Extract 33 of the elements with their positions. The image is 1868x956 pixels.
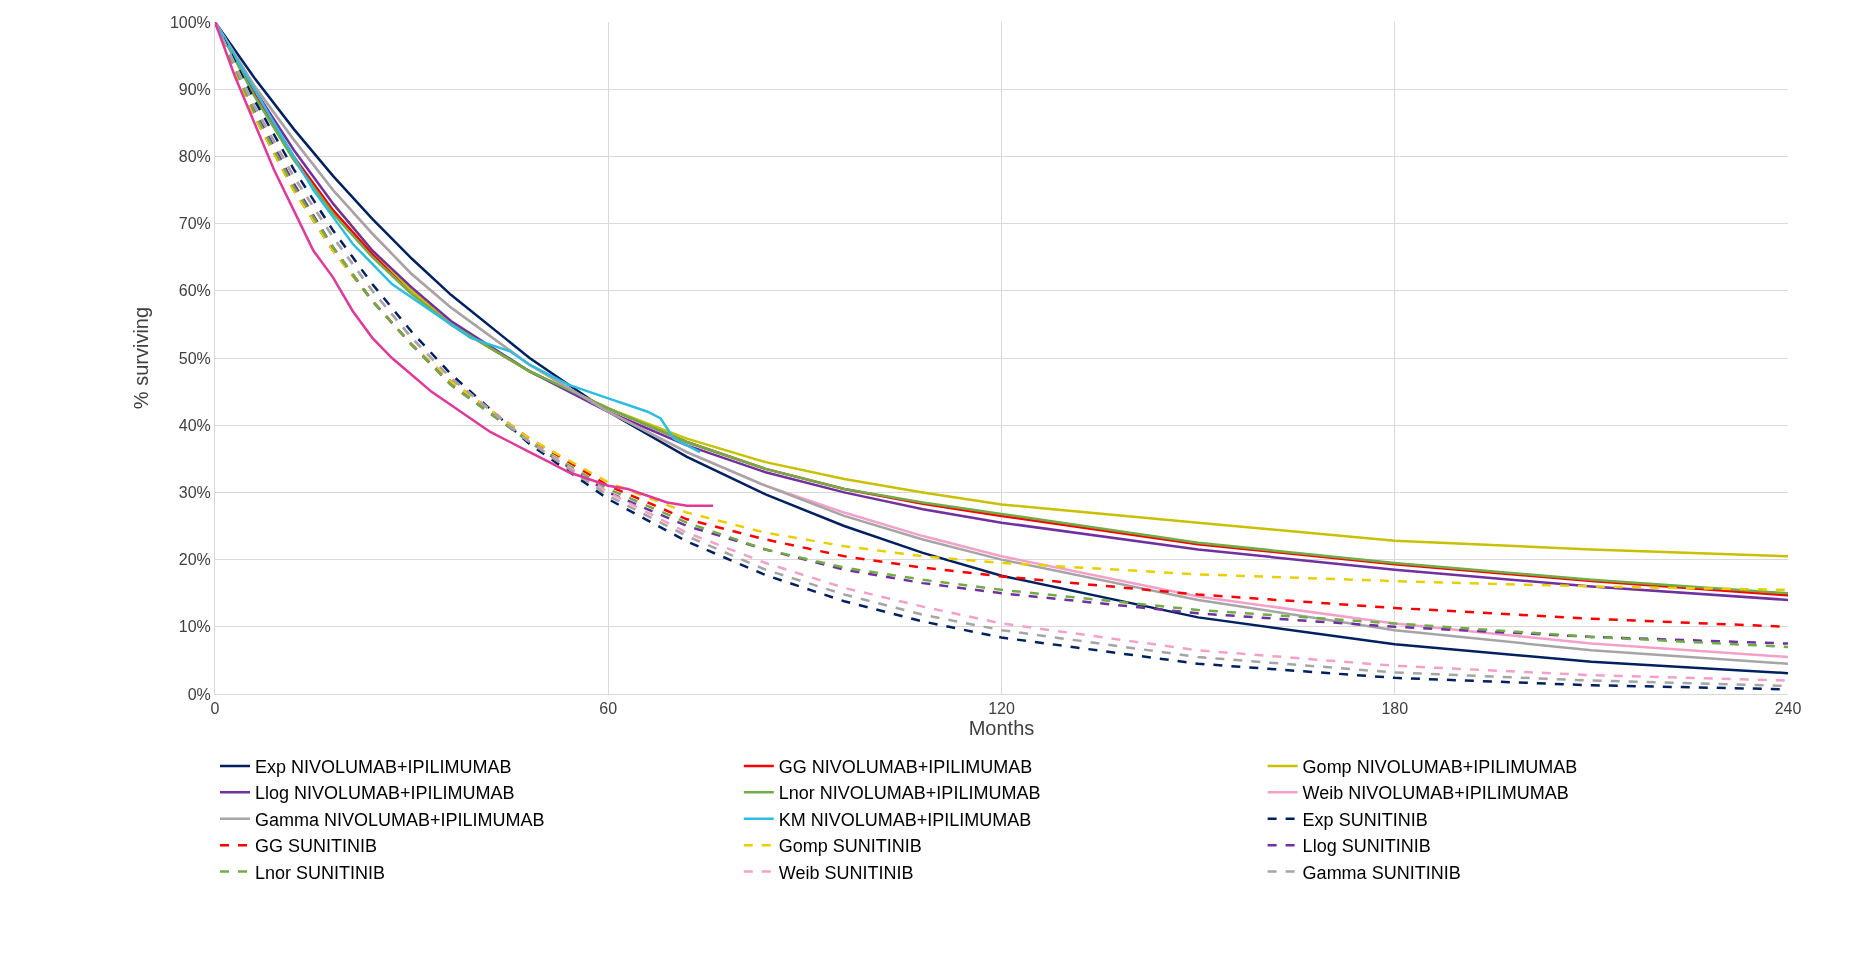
y-axis-title: % surviving bbox=[130, 306, 153, 410]
x-tick-label: 60 bbox=[599, 700, 618, 718]
y-tick-label: 100% bbox=[169, 13, 211, 31]
legend-label: KM NIVOLUMAB+IPILIMUMAB bbox=[778, 809, 1032, 830]
y-tick-label: 90% bbox=[178, 80, 211, 98]
x-tick-label: 120 bbox=[988, 700, 1015, 718]
legend-label: Lnor NIVOLUMAB+IPILIMUMAB bbox=[778, 783, 1041, 804]
y-tick-label: 30% bbox=[178, 484, 211, 501]
legend-label: Weib NIVOLUMAB+IPILIMUMAB bbox=[1302, 783, 1569, 804]
legend-label: GG SUNITINIB bbox=[255, 836, 378, 857]
legend-label: Lnor SUNITINIB bbox=[255, 862, 386, 883]
x-axis-title: Months bbox=[968, 717, 1035, 740]
legend-label: Gomp NIVOLUMAB+IPILIMUMAB bbox=[1302, 756, 1578, 777]
legend-label: Gomp SUNITINIB bbox=[778, 836, 922, 857]
legend-label: Weib SUNITINIB bbox=[778, 862, 914, 883]
legend-label: Llog SUNITINIB bbox=[1302, 836, 1431, 857]
y-tick-label: 40% bbox=[178, 416, 211, 434]
y-tick-label: 70% bbox=[178, 215, 211, 233]
y-tick-label: 10% bbox=[178, 618, 211, 636]
y-tick-label: 80% bbox=[178, 148, 211, 165]
y-tick-label: 60% bbox=[178, 282, 211, 300]
x-tick-label: 0 bbox=[210, 700, 220, 718]
y-tick-label: 0% bbox=[187, 685, 211, 703]
y-tick-label: 20% bbox=[178, 551, 211, 569]
legend-label: Gamma NIVOLUMAB+IPILIMUMAB bbox=[255, 809, 545, 830]
legend-label: Exp SUNITINIB bbox=[1302, 809, 1428, 830]
legend-label: Llog NIVOLUMAB+IPILIMUMAB bbox=[255, 783, 515, 804]
legend-label: Gamma SUNITINIB bbox=[1302, 862, 1461, 883]
y-tick-label: 50% bbox=[178, 349, 211, 367]
x-tick-label: 240 bbox=[1774, 700, 1802, 718]
x-tick-label: 180 bbox=[1381, 700, 1409, 718]
legend-label: GG NIVOLUMAB+IPILIMUMAB bbox=[778, 756, 1033, 777]
legend-label: Exp NIVOLUMAB+IPILIMUMAB bbox=[255, 756, 512, 777]
